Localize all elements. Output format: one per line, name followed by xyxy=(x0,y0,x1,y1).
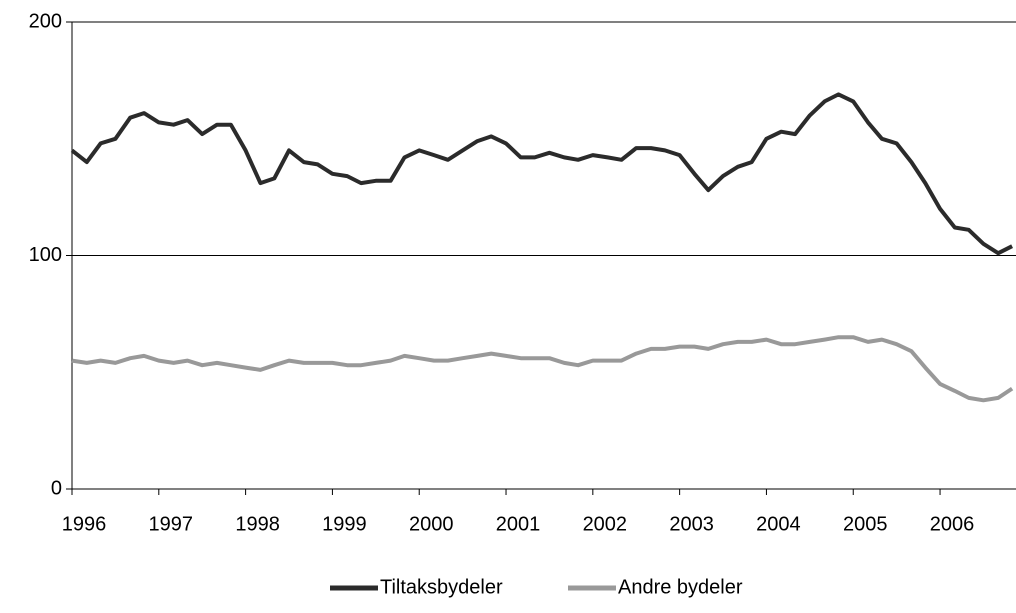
x-tick-label: 1997 xyxy=(149,513,194,535)
x-tick-label: 2003 xyxy=(669,513,714,535)
line xyxy=(71,335,1014,403)
y-tick-label: 100 xyxy=(29,244,62,266)
y-tick-label: 200 xyxy=(29,10,62,32)
x-tick-label: 1996 xyxy=(62,513,107,535)
x-tick-label: 2006 xyxy=(930,513,975,535)
x-tick-label: 2001 xyxy=(496,513,541,535)
x-tick-label: 2002 xyxy=(583,513,628,535)
x-tick-label: 2000 xyxy=(409,513,454,535)
line xyxy=(70,92,1013,256)
x-tick-label: 2005 xyxy=(843,513,888,535)
x-tick-label: 1999 xyxy=(322,513,367,535)
legend-label: Tiltaksbydeler xyxy=(380,576,503,598)
y-tick-label: 0 xyxy=(51,477,62,499)
legend-label: Andre bydeler xyxy=(618,576,743,598)
x-tick-label: 2004 xyxy=(756,513,801,535)
x-tick-label: 1998 xyxy=(235,513,280,535)
